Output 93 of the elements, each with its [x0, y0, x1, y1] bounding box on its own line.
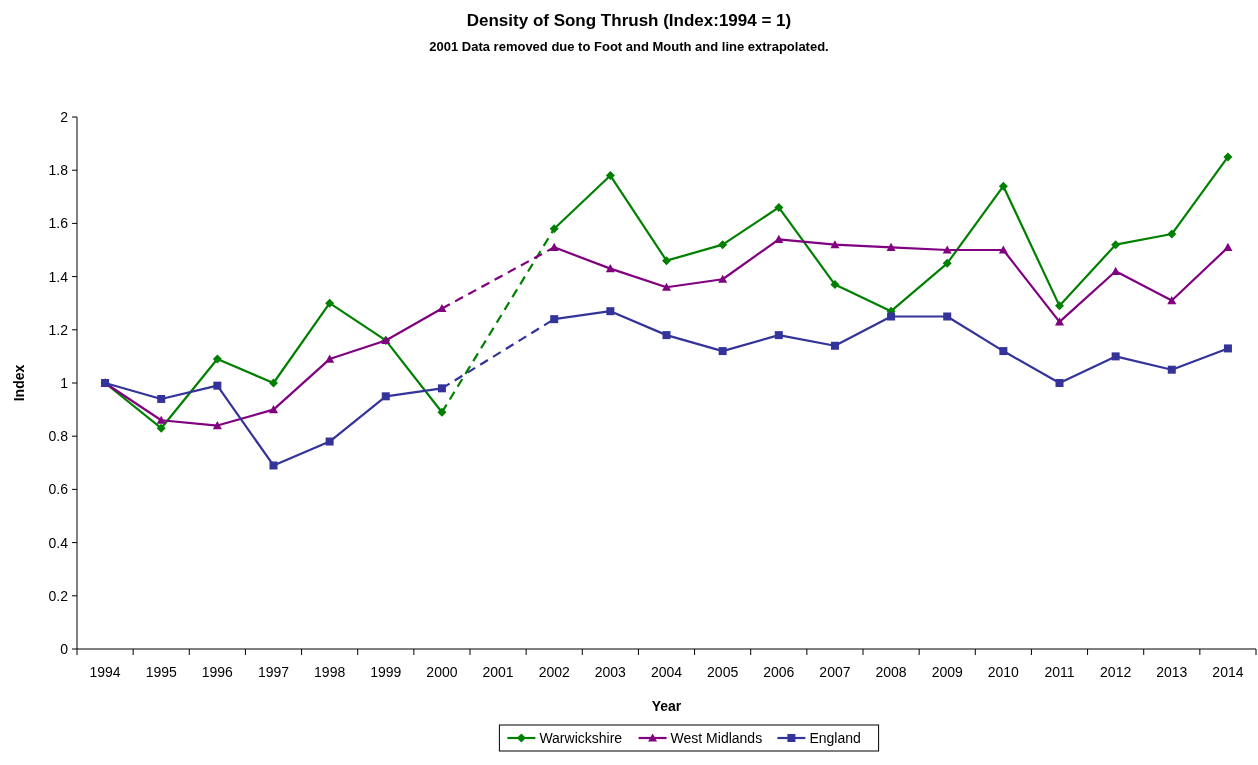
- point: [212, 354, 222, 364]
- point: [943, 312, 952, 321]
- y-tick-label: 0.8: [48, 428, 69, 445]
- x-tick-label: 2009: [931, 664, 963, 680]
- y-tick-label: 1.6: [48, 215, 69, 232]
- point: [1055, 317, 1064, 326]
- point: [1111, 266, 1121, 275]
- chart-subtitle: 2001 Data removed due to Foot and Mouth and line extrapolated.: [429, 39, 829, 54]
- point: [1111, 240, 1121, 250]
- x-tick-label: 2014: [1212, 664, 1244, 680]
- y-tick-label: 0.4: [48, 534, 69, 551]
- point: [662, 256, 671, 266]
- x-tick-label: 1994: [89, 664, 121, 680]
- x-tick-label: 2001: [482, 664, 514, 680]
- point: [718, 274, 728, 283]
- point: [718, 240, 728, 250]
- point: [550, 315, 559, 324]
- point: [269, 405, 278, 414]
- point: [1167, 229, 1177, 239]
- point: [830, 280, 840, 290]
- point: [998, 245, 1008, 254]
- y-tick-label: 0.6: [48, 481, 69, 498]
- point: [1055, 379, 1064, 387]
- x-tick-label: 2007: [819, 664, 851, 680]
- x-tick-label: 1997: [257, 664, 290, 680]
- point: [156, 423, 166, 433]
- point: [942, 258, 952, 268]
- point: [1167, 296, 1177, 305]
- y-tick-label: 0.2: [48, 587, 69, 604]
- legend-label: West Midlands: [670, 730, 763, 746]
- point: [549, 242, 559, 251]
- point: [942, 245, 952, 254]
- y-tick-label: 0: [60, 641, 69, 657]
- y-tick-label: 1.2: [48, 321, 69, 338]
- x-tick-label: 2005: [707, 664, 739, 680]
- point: [325, 437, 334, 446]
- legend-label: England: [809, 730, 861, 746]
- point: [269, 461, 278, 470]
- point: [437, 304, 447, 313]
- y-tick-label: 1.4: [48, 268, 69, 285]
- point: [606, 307, 615, 316]
- chart-title: Density of Song Thrush (Index:1994 = 1): [466, 11, 792, 30]
- x-tick-label: 1996: [201, 664, 234, 680]
- point: [662, 282, 671, 291]
- x-tick-label: 2012: [1100, 664, 1132, 680]
- point: [213, 381, 222, 390]
- point: [1223, 242, 1233, 251]
- point: [774, 202, 784, 212]
- point: [662, 331, 671, 340]
- point: [1223, 152, 1233, 162]
- point: [886, 242, 896, 251]
- y-axis-title: Index: [11, 364, 27, 402]
- x-tick-label: 1998: [314, 664, 346, 680]
- point: [381, 392, 390, 401]
- x-tick-label: 1995: [145, 664, 177, 680]
- x-tick-label: 2002: [538, 664, 570, 680]
- point: [325, 298, 335, 308]
- point: [887, 312, 896, 321]
- point: [1111, 352, 1120, 361]
- point: [830, 341, 839, 350]
- point: [156, 415, 166, 424]
- y-tick-label: 2: [60, 109, 69, 125]
- point: [437, 384, 446, 393]
- legend-label: Warwickshire: [539, 730, 623, 746]
- point: [1167, 365, 1176, 374]
- y-tick-label: 1: [60, 375, 69, 391]
- point: [998, 181, 1008, 191]
- point: [549, 224, 559, 234]
- x-tick-label: 2008: [875, 664, 907, 680]
- point: [269, 378, 278, 388]
- point: [437, 407, 447, 417]
- x-tick-label: 2010: [987, 664, 1020, 680]
- x-tick-label: 2013: [1156, 664, 1188, 680]
- x-tick-label: 2006: [763, 664, 795, 680]
- y-tick-label: 1.8: [48, 162, 69, 179]
- point: [830, 240, 840, 249]
- point: [774, 234, 784, 243]
- x-tick-label: 2003: [594, 664, 627, 680]
- x-tick-label: 2004: [650, 664, 683, 680]
- point: [1223, 344, 1232, 353]
- x-tick-label: 2000: [426, 664, 458, 680]
- point: [157, 394, 166, 403]
- point: [605, 264, 615, 273]
- point: [718, 347, 727, 356]
- x-tick-label: 2011: [1044, 664, 1075, 680]
- x-axis-title: Year: [651, 698, 682, 714]
- point: [605, 171, 615, 181]
- point: [774, 331, 783, 340]
- x-tick-label: 1999: [370, 664, 402, 680]
- point: [999, 347, 1008, 356]
- point: [325, 354, 335, 363]
- point: [1055, 301, 1064, 311]
- point: [212, 421, 222, 430]
